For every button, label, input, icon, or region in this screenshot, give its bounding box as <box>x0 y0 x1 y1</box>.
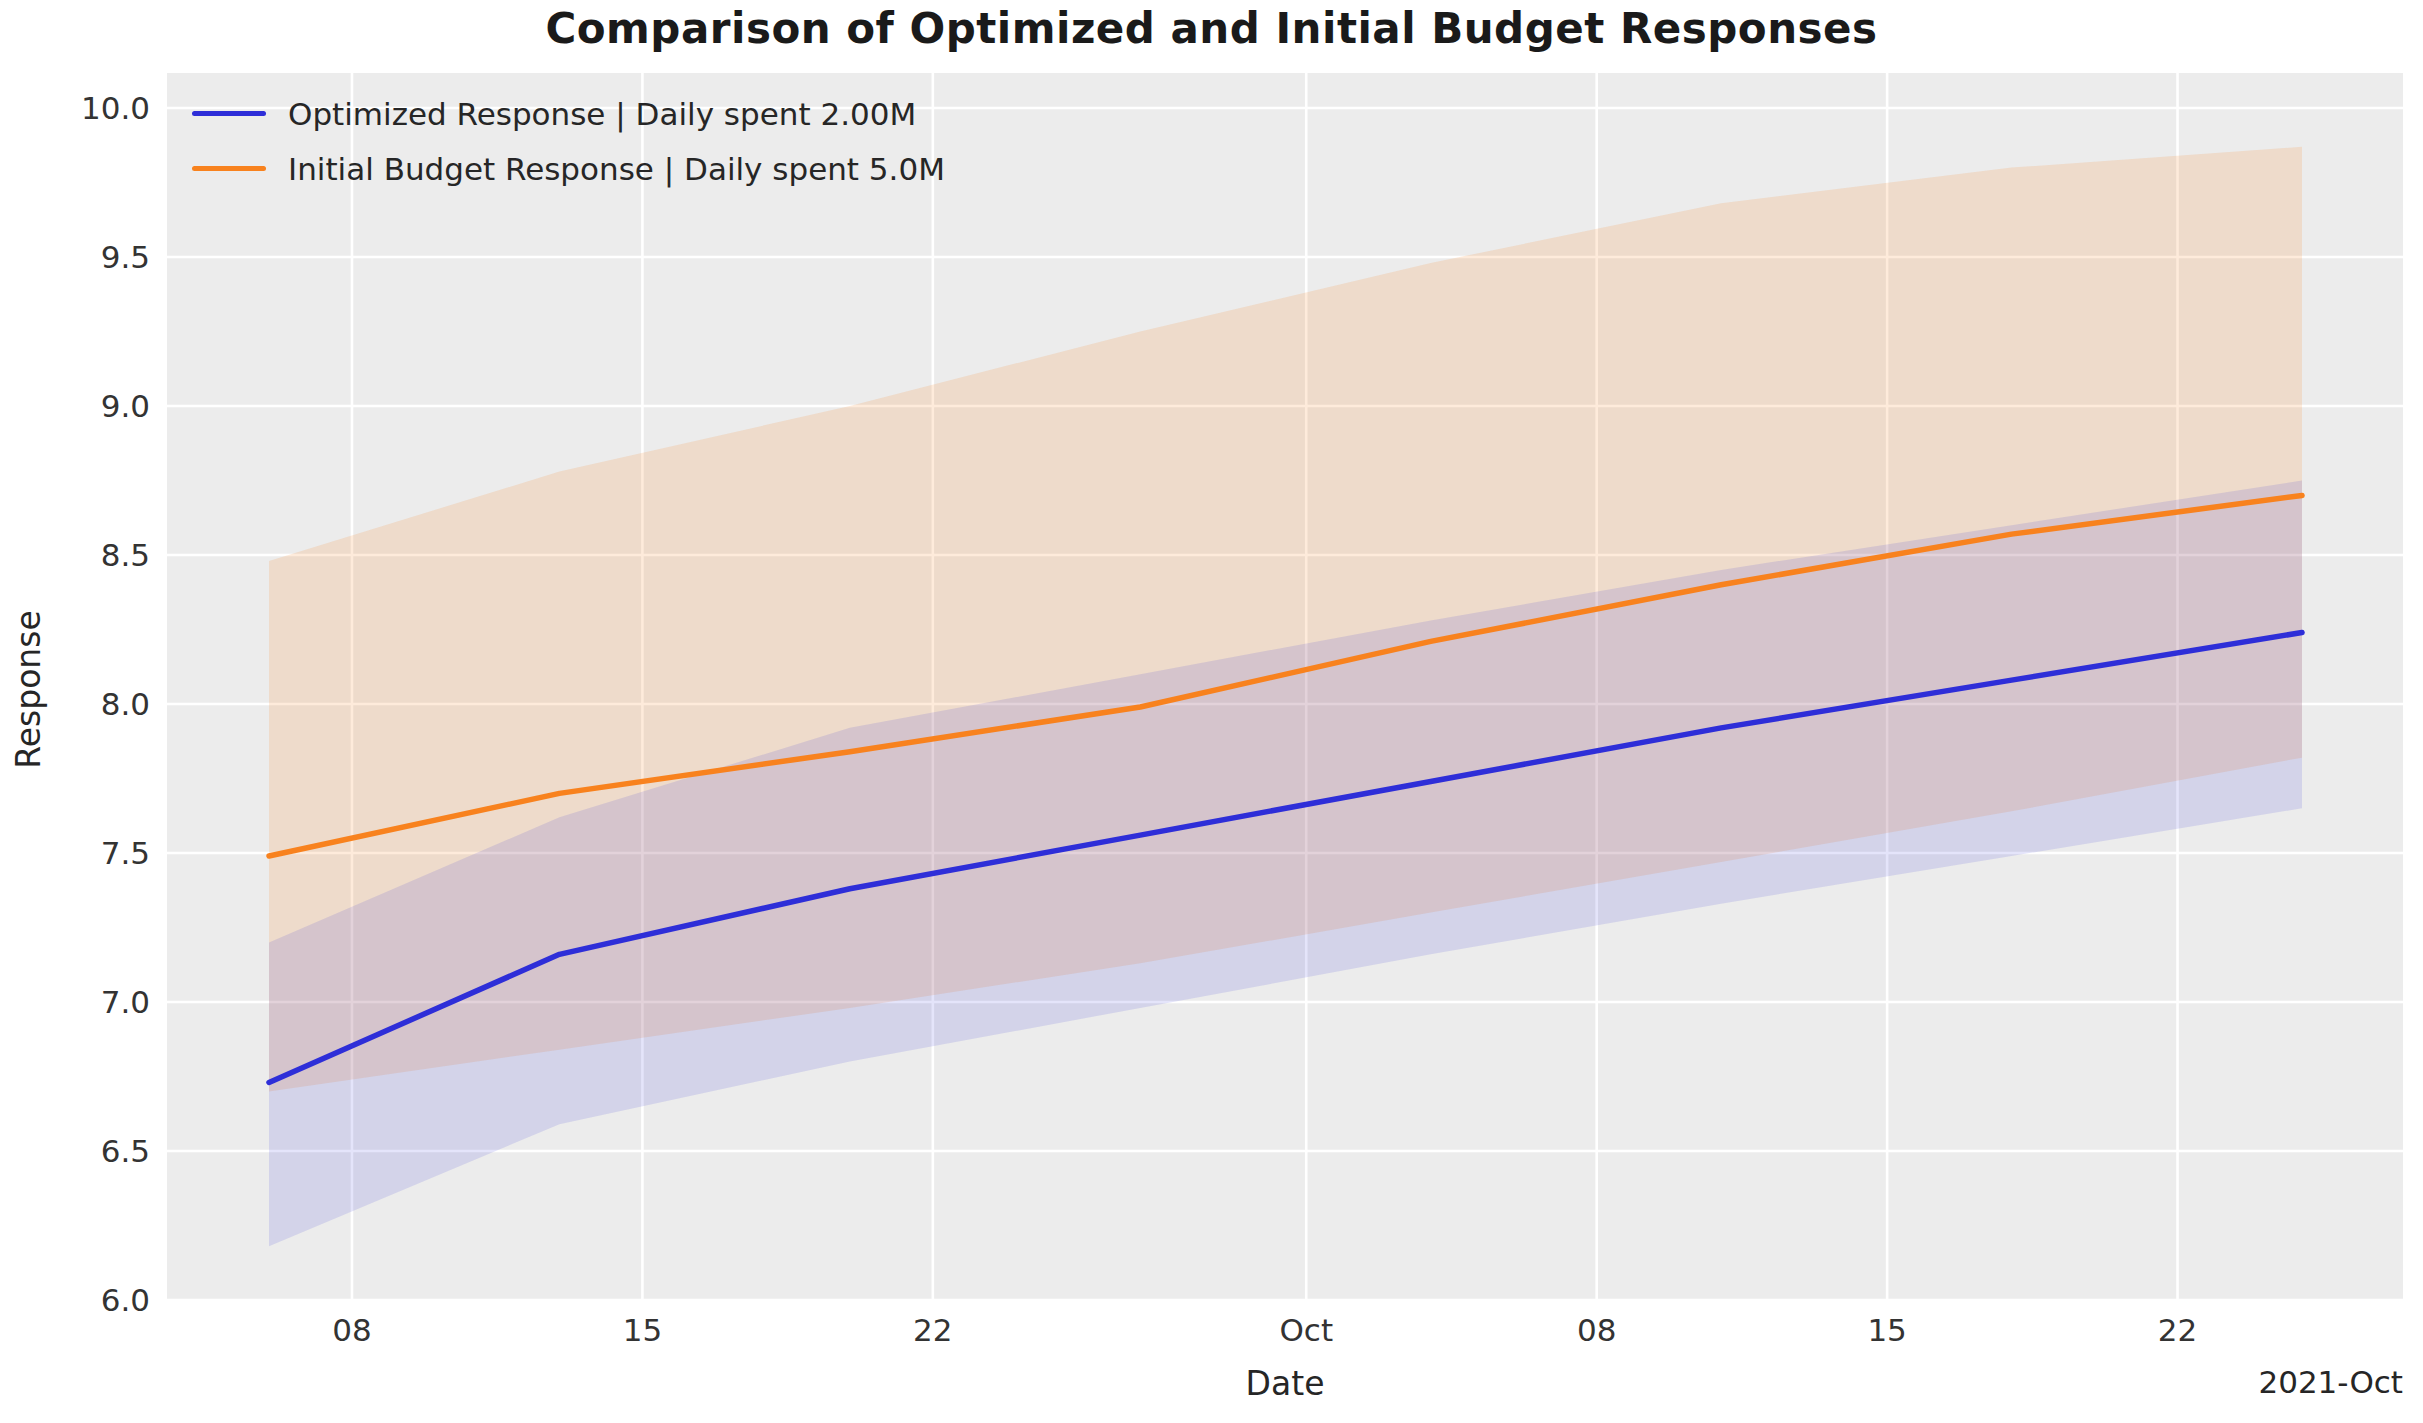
x-tick-label: 22 <box>873 1312 993 1348</box>
legend-item-initial-budget: Initial Budget Response | Daily spent 5.… <box>192 141 945 196</box>
chart-title: Comparison of Optimized and Initial Budg… <box>0 4 2423 53</box>
x-axis-offset-label: 2021-Oct <box>2103 1364 2403 1400</box>
figure: Comparison of Optimized and Initial Budg… <box>0 0 2423 1423</box>
x-tick-label: 15 <box>1827 1312 1947 1348</box>
x-tick-label: 08 <box>292 1312 412 1348</box>
initial-budget-line-swatch <box>192 166 266 171</box>
x-tick-label: 15 <box>582 1312 702 1348</box>
y-tick-label: 7.0 <box>0 983 150 1021</box>
plot-area <box>0 0 2423 1423</box>
legend-item-optimized: Optimized Response | Daily spent 2.00M <box>192 86 945 141</box>
x-axis-label: Date <box>1085 1364 1485 1403</box>
y-tick-label: 7.5 <box>0 834 150 872</box>
x-tick-label: 08 <box>1537 1312 1657 1348</box>
x-tick-label: 22 <box>2118 1312 2238 1348</box>
legend-label-initial-budget: Initial Budget Response | Daily spent 5.… <box>288 151 945 187</box>
y-tick-label: 10.0 <box>0 89 150 127</box>
legend: Optimized Response | Daily spent 2.00M I… <box>192 86 945 196</box>
y-tick-label: 6.0 <box>0 1281 150 1319</box>
x-tick-label: Oct <box>1246 1312 1366 1348</box>
y-tick-label: 9.0 <box>0 387 150 425</box>
y-tick-label: 8.5 <box>0 536 150 574</box>
optimized-line-swatch <box>192 111 266 116</box>
legend-label-optimized: Optimized Response | Daily spent 2.00M <box>288 96 916 132</box>
y-tick-label: 6.5 <box>0 1132 150 1170</box>
y-tick-label: 9.5 <box>0 238 150 276</box>
y-tick-label: 8.0 <box>0 685 150 723</box>
